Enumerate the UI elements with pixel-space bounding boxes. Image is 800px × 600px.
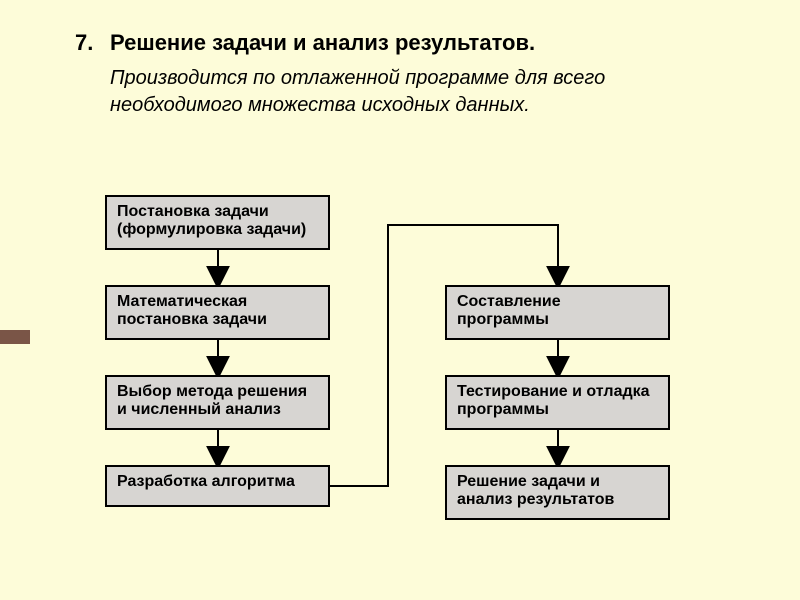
flow-node-label: Разработка алгоритма bbox=[117, 473, 295, 491]
slide: 7. Решение задачи и анализ результатов. … bbox=[0, 0, 800, 600]
list-number: 7. bbox=[75, 30, 93, 56]
flow-node-n2: Математическая постановка задачи bbox=[105, 285, 330, 340]
flow-node-n3: Выбор метода решения и численный анализ bbox=[105, 375, 330, 430]
flow-node-label: Составление программы bbox=[457, 293, 561, 329]
flow-node-n1: Постановка задачи (формулировка задачи) bbox=[105, 195, 330, 250]
flow-node-n7: Решение задачи и анализ результатов bbox=[445, 465, 670, 520]
flow-node-n6: Тестирование и отладка программы bbox=[445, 375, 670, 430]
accent-bar bbox=[0, 330, 30, 344]
flow-edge-n4-n5 bbox=[330, 225, 558, 486]
slide-title: Решение задачи и анализ результатов. bbox=[110, 30, 535, 56]
flow-node-label: Тестирование и отладка программы bbox=[457, 383, 650, 419]
flow-node-label: Выбор метода решения и численный анализ bbox=[117, 383, 307, 419]
flow-node-label: Решение задачи и анализ результатов bbox=[457, 473, 614, 509]
flow-node-n4: Разработка алгоритма bbox=[105, 465, 330, 507]
flow-node-n5: Составление программы bbox=[445, 285, 670, 340]
slide-subtitle: Производится по отлаженной программе для… bbox=[110, 65, 690, 119]
flow-node-label: Математическая постановка задачи bbox=[117, 293, 267, 329]
flow-node-label: Постановка задачи (формулировка задачи) bbox=[117, 203, 306, 239]
